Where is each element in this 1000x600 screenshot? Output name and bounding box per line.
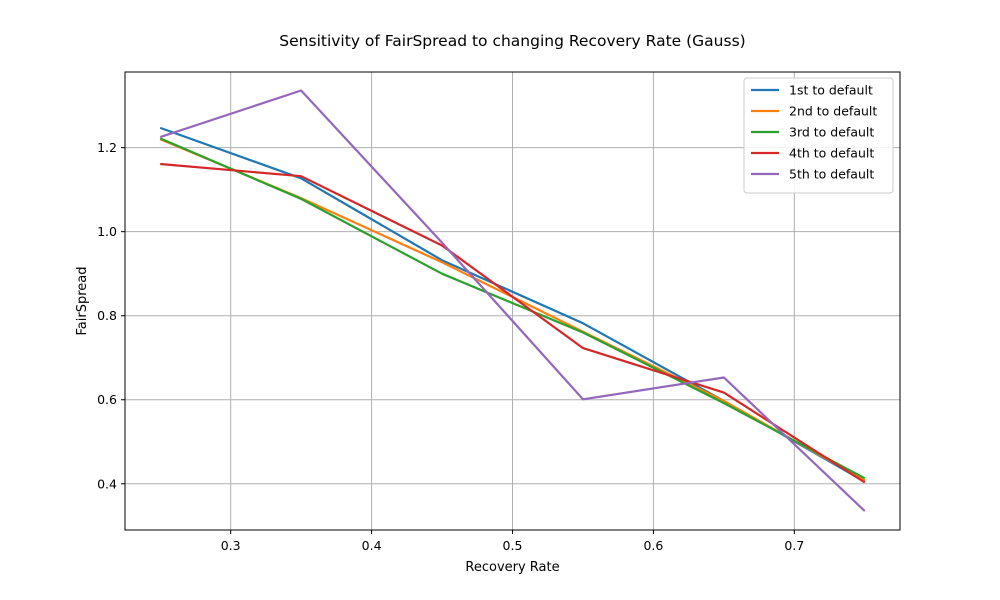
y-tick-label: 1.2 xyxy=(97,140,117,155)
legend-label: 4th to default xyxy=(789,146,874,161)
series-lines xyxy=(159,89,866,512)
x-tick-label: 0.3 xyxy=(221,538,241,553)
series-line-4 xyxy=(160,162,866,484)
legend-box xyxy=(743,77,894,194)
x-tick-label: 0.4 xyxy=(362,538,382,553)
chart-title: Sensitivity of FairSpread to changing Re… xyxy=(279,32,745,50)
x-tick-label: 0.5 xyxy=(503,538,523,553)
y-axis-label: FairSpread xyxy=(75,267,90,336)
y-tick-label: 0.6 xyxy=(97,392,117,407)
y-tick-label: 0.4 xyxy=(97,476,117,491)
series-line-3 xyxy=(159,137,866,480)
y-tick-label: 0.8 xyxy=(97,308,117,323)
legend-label: 5th to default xyxy=(789,167,874,182)
x-tick-label: 0.7 xyxy=(784,538,804,553)
y-tick-label: 1.0 xyxy=(97,224,117,239)
x-axis-label: Recovery Rate xyxy=(465,560,559,575)
legend-label: 2nd to default xyxy=(789,104,877,119)
legend: 1st to default 2nd to default 3rd to defau… xyxy=(743,77,894,194)
x-tick-label: 0.6 xyxy=(643,538,663,553)
series-line-5 xyxy=(159,89,866,512)
y-axis-ticks: 0.4 0.6 0.8 1.0 1.2 xyxy=(97,140,125,491)
x-axis-ticks: 0.3 0.4 0.5 0.6 0.7 xyxy=(221,530,804,553)
legend-label: 1st to default xyxy=(789,83,873,98)
legend-label: 3rd to default xyxy=(789,125,874,140)
